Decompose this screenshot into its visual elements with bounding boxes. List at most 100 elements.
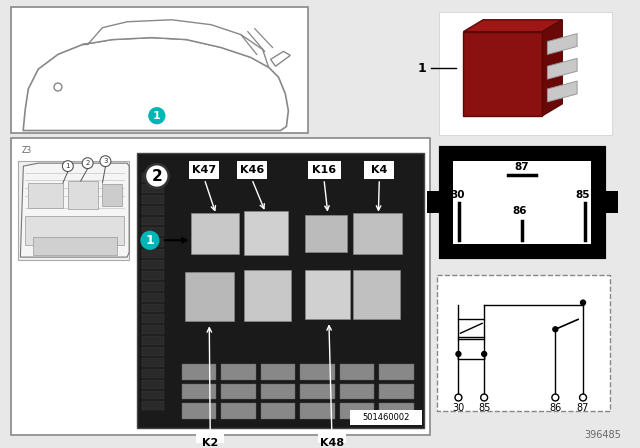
Circle shape bbox=[580, 300, 586, 305]
Bar bbox=[380, 364, 414, 380]
Bar bbox=[142, 347, 164, 356]
Bar bbox=[318, 434, 346, 448]
Text: 86: 86 bbox=[513, 206, 527, 215]
Bar bbox=[182, 383, 216, 400]
Text: 3: 3 bbox=[103, 158, 108, 164]
Bar bbox=[260, 364, 295, 380]
Bar bbox=[438, 12, 612, 135]
Text: 30: 30 bbox=[450, 190, 465, 200]
Polygon shape bbox=[83, 20, 269, 67]
Circle shape bbox=[54, 83, 62, 91]
Bar bbox=[142, 325, 164, 334]
Bar bbox=[68, 181, 97, 209]
Polygon shape bbox=[463, 32, 543, 116]
Polygon shape bbox=[463, 20, 563, 32]
Bar bbox=[142, 293, 164, 302]
Circle shape bbox=[145, 164, 169, 188]
Text: 1: 1 bbox=[153, 111, 161, 121]
Text: 30: 30 bbox=[452, 403, 465, 414]
Polygon shape bbox=[547, 34, 577, 54]
Bar bbox=[142, 282, 164, 291]
Bar bbox=[454, 161, 591, 244]
Bar bbox=[142, 249, 164, 258]
Bar bbox=[142, 314, 164, 323]
Bar bbox=[260, 383, 295, 400]
Bar bbox=[142, 380, 164, 388]
Bar bbox=[305, 270, 349, 319]
Text: Z3: Z3 bbox=[21, 146, 31, 155]
Text: 85: 85 bbox=[576, 190, 590, 200]
Bar bbox=[353, 213, 402, 254]
Polygon shape bbox=[547, 58, 577, 79]
Bar bbox=[380, 383, 414, 400]
Bar bbox=[308, 161, 340, 179]
Bar bbox=[221, 404, 256, 419]
Bar bbox=[221, 364, 256, 380]
Bar bbox=[137, 153, 424, 428]
Bar bbox=[142, 195, 164, 204]
Polygon shape bbox=[547, 81, 577, 102]
Bar bbox=[182, 404, 216, 419]
Bar bbox=[102, 184, 122, 206]
Circle shape bbox=[82, 158, 93, 168]
Bar bbox=[436, 275, 610, 411]
Bar bbox=[26, 215, 124, 245]
Circle shape bbox=[100, 156, 111, 167]
Bar bbox=[440, 148, 604, 257]
Bar bbox=[142, 336, 164, 345]
Bar bbox=[142, 260, 164, 269]
Bar bbox=[142, 216, 164, 225]
Bar bbox=[142, 401, 164, 410]
Bar bbox=[353, 270, 400, 319]
Bar bbox=[458, 319, 484, 337]
Bar bbox=[142, 228, 164, 237]
Bar bbox=[340, 404, 374, 419]
Bar bbox=[142, 184, 164, 193]
Bar bbox=[142, 304, 164, 312]
Text: 86: 86 bbox=[549, 403, 561, 414]
Bar bbox=[349, 410, 422, 425]
Bar bbox=[602, 191, 618, 213]
Circle shape bbox=[149, 108, 164, 124]
Text: K4: K4 bbox=[371, 165, 387, 175]
Text: 2: 2 bbox=[152, 168, 162, 184]
Polygon shape bbox=[271, 52, 291, 66]
Bar bbox=[191, 213, 239, 254]
Bar bbox=[365, 161, 394, 179]
Polygon shape bbox=[20, 163, 129, 257]
Bar bbox=[142, 206, 164, 215]
Bar bbox=[340, 364, 374, 380]
Bar bbox=[142, 391, 164, 400]
Circle shape bbox=[63, 161, 74, 172]
Bar bbox=[12, 138, 430, 435]
Circle shape bbox=[552, 394, 559, 401]
Text: 87: 87 bbox=[577, 403, 589, 414]
Bar bbox=[142, 369, 164, 378]
Text: 2: 2 bbox=[85, 160, 90, 166]
Text: 1: 1 bbox=[65, 163, 70, 169]
Bar bbox=[189, 161, 219, 179]
Text: K47: K47 bbox=[192, 165, 216, 175]
Bar bbox=[244, 270, 291, 321]
Circle shape bbox=[141, 231, 159, 249]
Bar bbox=[300, 383, 335, 400]
Text: 85: 85 bbox=[478, 403, 490, 414]
Circle shape bbox=[580, 394, 586, 401]
Bar bbox=[380, 404, 414, 419]
Bar bbox=[142, 358, 164, 367]
Bar bbox=[340, 383, 374, 400]
Text: K2: K2 bbox=[202, 438, 218, 448]
Text: K46: K46 bbox=[239, 165, 264, 175]
Bar bbox=[300, 364, 335, 380]
Bar bbox=[260, 404, 295, 419]
Bar bbox=[142, 173, 164, 182]
Bar bbox=[427, 191, 443, 213]
Text: 87: 87 bbox=[515, 162, 529, 172]
Polygon shape bbox=[543, 20, 563, 116]
Text: 1: 1 bbox=[145, 234, 154, 247]
Bar bbox=[305, 215, 347, 252]
Text: K48: K48 bbox=[320, 438, 344, 448]
Circle shape bbox=[553, 327, 558, 332]
Bar bbox=[184, 272, 234, 321]
Bar bbox=[237, 161, 267, 179]
